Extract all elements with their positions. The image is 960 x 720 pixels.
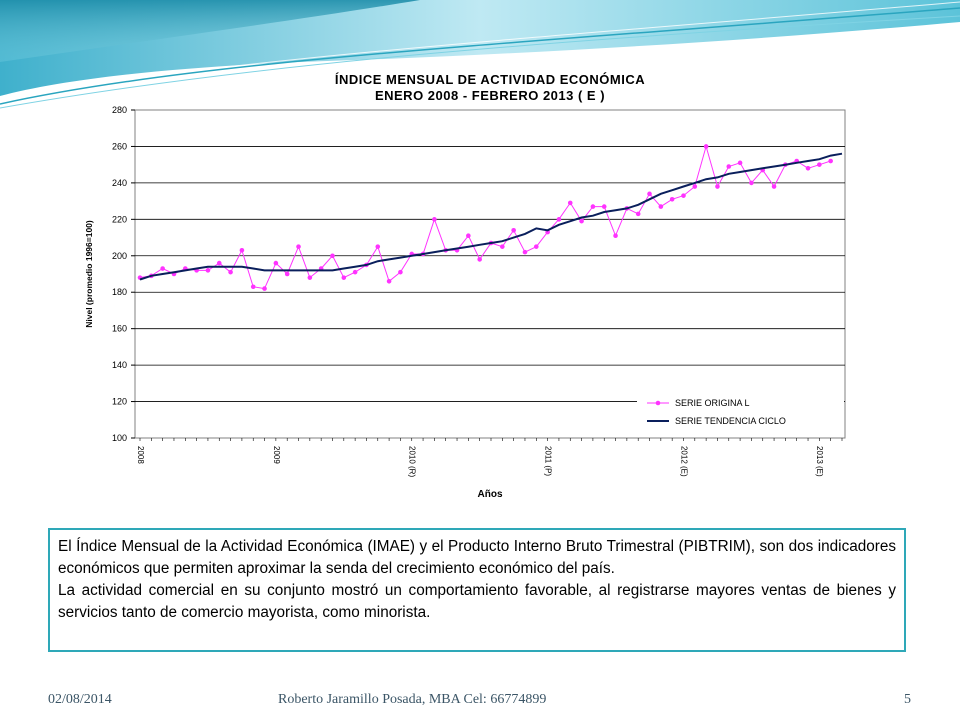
series-original-point: [375, 244, 381, 249]
series-original-point: [477, 257, 482, 262]
series-original-point: [749, 180, 754, 186]
series-original-point: [284, 271, 290, 277]
x-tick-label: 2010 (R): [408, 446, 417, 477]
footer-date: 02/08/2014: [48, 692, 112, 707]
series-original-point: [726, 164, 732, 169]
slide-header-decoration: [0, 0, 960, 109]
series-original-point: [250, 284, 256, 290]
x-tick-label: 2012 (E): [679, 446, 688, 477]
legend-box: [637, 394, 844, 430]
series-original-point: [160, 266, 165, 271]
series-original-point: [500, 244, 505, 249]
x-tick-label: 2008: [136, 446, 145, 464]
y-tick-label: 280: [112, 105, 127, 115]
series-original-point: [613, 233, 618, 239]
series-original-point: [635, 211, 641, 217]
series-original-point: [601, 204, 607, 209]
series-original-point: [307, 275, 313, 280]
series-original-point: [262, 286, 267, 291]
chart-subtitle: ENERO 2008 - FEBRERO 2013 ( E ): [374, 88, 606, 103]
y-tick-label: 120: [112, 397, 127, 407]
x-tick-label: 2013 (E): [815, 446, 824, 477]
series-original-point: [703, 144, 709, 149]
y-tick-label: 200: [112, 251, 127, 261]
x-tick-label: 2011 (P): [544, 446, 553, 476]
footer-page-number: 5: [904, 692, 911, 707]
chart: 100 120 140 160 180 200 220 240 260 280 2008 2009 20…: [84, 105, 846, 500]
series-original-point: [669, 196, 675, 202]
series-trend-line: [139, 152, 843, 281]
series-original-point: [771, 184, 777, 189]
x-axis-title: Años: [478, 489, 503, 500]
series-original-point: [715, 184, 720, 189]
series-original-point: [522, 249, 528, 255]
chart-title: ÍNDICE MENSUAL DE ACTIVIDAD ECONÓMICA: [334, 72, 646, 87]
series-original-point: [466, 233, 471, 239]
y-tick-label: 100: [112, 433, 127, 443]
series-original-point: [341, 275, 347, 280]
description-text-box: El Índice Mensual de la Actividad Económ…: [48, 528, 906, 652]
series-original-point: [533, 244, 539, 249]
series-original-point: [398, 269, 403, 275]
series-original-point: [296, 244, 301, 249]
series-original-point: [556, 217, 562, 222]
series-original-point: [681, 193, 686, 198]
series-original-point: [817, 162, 822, 167]
series-original-point: [692, 184, 698, 189]
series-original-point: [567, 200, 573, 206]
series-original-point: [658, 204, 664, 209]
series-original-point: [579, 218, 584, 224]
series-original-point: [239, 248, 245, 253]
series-original-point: [216, 260, 222, 266]
y-tick-label: 260: [112, 141, 127, 151]
x-tick-label: 2009: [272, 446, 281, 464]
y-tick-label: 220: [112, 214, 127, 224]
series-original-point: [432, 217, 437, 222]
series-original-point: [273, 260, 279, 266]
description-paragraph-2: La actividad comercial en su conjunto mo…: [58, 582, 896, 621]
description-paragraph-1: El Índice Mensual de la Actividad Económ…: [58, 538, 896, 577]
series-original-point: [590, 204, 596, 209]
y-tick-label: 140: [112, 360, 127, 370]
series-original-point: [352, 269, 358, 275]
y-tick-label: 240: [112, 178, 127, 188]
plot-area: [134, 109, 846, 439]
y-axis-title: Nivel (promedio 1996=100): [84, 220, 94, 328]
series-original-point: [805, 166, 811, 171]
series-original-point: [228, 269, 233, 275]
series-original-point: [386, 278, 392, 284]
series-original-point: [647, 191, 652, 197]
series-original-point: [511, 227, 516, 233]
footer-author: Roberto Jaramillo Posada, MBA Cel: 66774…: [278, 692, 547, 707]
series-original-point: [737, 160, 743, 166]
legend-original-label: SERIE ORIGINA L: [675, 398, 750, 408]
series-original-point: [205, 268, 211, 273]
y-tick-label: 160: [112, 324, 127, 334]
series-original-point: [330, 253, 335, 259]
y-tick-label: 180: [112, 287, 127, 297]
legend-original-marker: [655, 400, 661, 406]
series-original-point: [828, 158, 833, 164]
legend-trend-label: SERIE TENDENCIA CICLO: [675, 416, 786, 426]
